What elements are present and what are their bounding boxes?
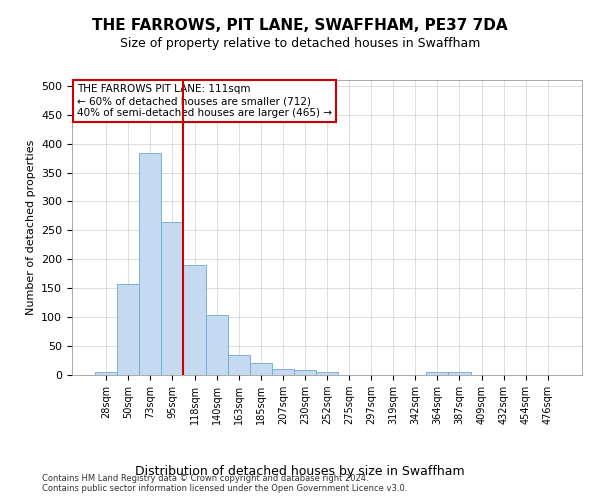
Bar	[139, 154, 161, 375]
Bar	[117, 284, 139, 375]
Y-axis label: Number of detached properties: Number of detached properties	[26, 140, 35, 315]
Bar	[427, 372, 448, 375]
Bar	[184, 265, 206, 375]
Bar	[206, 316, 227, 375]
Bar	[272, 369, 294, 375]
Bar	[161, 222, 184, 375]
Bar	[448, 372, 470, 375]
Text: Contains HM Land Registry data © Crown copyright and database right 2024.: Contains HM Land Registry data © Crown c…	[42, 474, 368, 483]
Text: THE FARROWS PIT LANE: 111sqm
← 60% of detached houses are smaller (712)
40% of s: THE FARROWS PIT LANE: 111sqm ← 60% of de…	[77, 84, 332, 117]
Text: Distribution of detached houses by size in Swaffham: Distribution of detached houses by size …	[135, 465, 465, 478]
Bar	[294, 370, 316, 375]
Bar	[250, 364, 272, 375]
Text: Contains public sector information licensed under the Open Government Licence v3: Contains public sector information licen…	[42, 484, 407, 493]
Bar	[95, 372, 117, 375]
Bar	[227, 355, 250, 375]
Bar	[316, 372, 338, 375]
Text: THE FARROWS, PIT LANE, SWAFFHAM, PE37 7DA: THE FARROWS, PIT LANE, SWAFFHAM, PE37 7D…	[92, 18, 508, 32]
Text: Size of property relative to detached houses in Swaffham: Size of property relative to detached ho…	[120, 38, 480, 51]
